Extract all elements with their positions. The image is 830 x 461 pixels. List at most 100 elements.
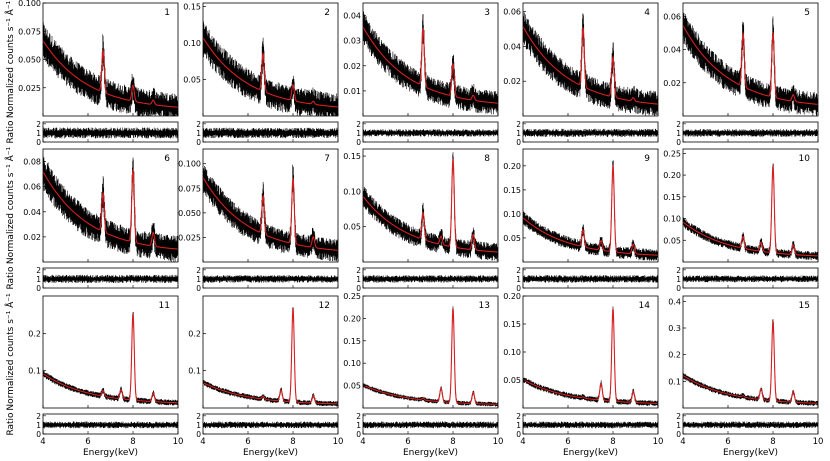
x-tick-label: 8 [450,437,455,447]
x-tick-label: 8 [770,437,775,447]
ratio-data [363,275,498,283]
x-axis-label: Energy(keV) [403,448,458,458]
x-tick-label: 6 [405,437,410,447]
ratio-data [43,421,178,429]
x-tick-label: 10 [173,437,184,447]
ratio-tick-label: 1 [36,421,41,430]
panel-number: 9 [644,154,650,164]
y-tick-label: 0.1 [28,367,41,376]
ratio-tick-label: 0 [676,284,681,293]
y-tick-label: 0.15 [343,152,361,161]
x-tick-label: 8 [130,437,135,447]
panel-8: 0.05 0.10 0.15 8 210 [343,148,499,293]
y-tick-label: 0.20 [343,314,361,323]
ratio-tick-label: 1 [196,421,201,430]
x-axis-label: Energy(keV) [243,448,298,458]
ratio-tick-label: 0 [36,284,41,293]
model-line [523,26,658,105]
y-tick-label: 0.100 [18,0,41,8]
ratio-frame [362,413,499,435]
ratio-frame [362,267,499,289]
x-tick-label: 6 [245,437,250,447]
panel-frame [682,2,819,117]
panel-number: 6 [164,154,170,164]
ratio-frame [202,413,339,435]
y-tick-label: 0.25 [343,292,361,301]
y-tick-label: 0.15 [503,320,521,329]
ratio-tick-label: 2 [36,266,41,275]
ratio-data [683,275,818,283]
y-tick-label: 0.10 [343,187,361,196]
panel-number: 5 [804,8,810,18]
ratio-tick-label: 1 [516,421,521,430]
data-errorbars [43,22,178,116]
ratio-tick-label: 1 [36,129,41,138]
ratio-data [43,274,178,284]
ratio-data [683,129,818,137]
data-errorbars [203,164,338,262]
model-line [363,308,498,405]
y-tick-label: 0.1 [668,377,681,386]
y-tick-label: 0.100 [178,160,201,169]
y-axis-label: Normalized counts s⁻¹ Å⁻¹ [4,293,16,411]
panel-frame [522,2,659,117]
ratio-data [203,421,338,429]
x-tick-label: 4 [680,437,685,447]
panel-7: 0.025 0.050 0.075 0.100 7 210 [178,148,339,293]
y-tick-label: 0.06 [503,8,521,17]
y-tick-label: 0.10 [183,39,201,48]
panel-frame [682,148,819,263]
ratio-tick-label: 0 [356,138,361,147]
y-tick-label: 0.01 [343,87,361,96]
panel-4: 0.02 0.04 0.06 4 210 [503,2,659,147]
ratio-data [203,275,338,283]
y-tick-label: 0.03 [343,37,361,46]
ratio-tick-label: 2 [36,412,41,421]
model-line [203,37,338,108]
y-tick-label: 0.10 [343,359,361,368]
ratio-frame [522,267,659,289]
ratio-tick-label: 2 [516,412,521,421]
ratio-frame [42,121,179,143]
ratio-tick-label: 0 [516,284,521,293]
x-tick-label: 10 [653,437,664,447]
y-tick-label: 0.15 [343,337,361,346]
model-line [523,165,658,256]
ratio-tick-label: 2 [356,266,361,275]
panel-frame [202,2,339,117]
ratio-tick-label: 1 [356,421,361,430]
y-tick-label: 0.075 [178,184,201,193]
y-tick-label: 0.025 [178,233,201,242]
panel-number: 14 [639,301,651,311]
ratio-tick-label: 1 [516,275,521,284]
ratio-frame [682,121,819,143]
panel-frame [362,2,499,117]
ratio-tick-label: 0 [356,284,361,293]
y-tick-label: 0.025 [18,84,41,93]
y-tick-label: 0.04 [23,208,41,217]
ratio-frame [522,413,659,435]
model-line [523,308,658,404]
y-tick-label: 0.02 [663,79,681,88]
ratio-frame [42,267,179,289]
ratio-frame [202,121,339,143]
panel-6: 0.02 0.04 0.06 0.08 6 210 [23,148,179,293]
ratio-tick-label: 0 [676,430,681,439]
x-tick-label: 4 [40,437,45,447]
x-tick-label: 4 [200,437,205,447]
ratio-tick-label: 0 [516,138,521,147]
panel-number: 1 [164,8,170,18]
panel-number: 15 [799,301,810,311]
panel-3: 0.01 0.02 0.03 0.04 3 210 [343,2,499,147]
ratio-frame [682,267,819,289]
y-tick-label: 0.04 [343,12,361,21]
panel-9: 0.05 0.10 0.15 0.20 9 210 [503,148,659,293]
y-tick-label: 0.06 [23,183,41,192]
ratio-frame [202,267,339,289]
